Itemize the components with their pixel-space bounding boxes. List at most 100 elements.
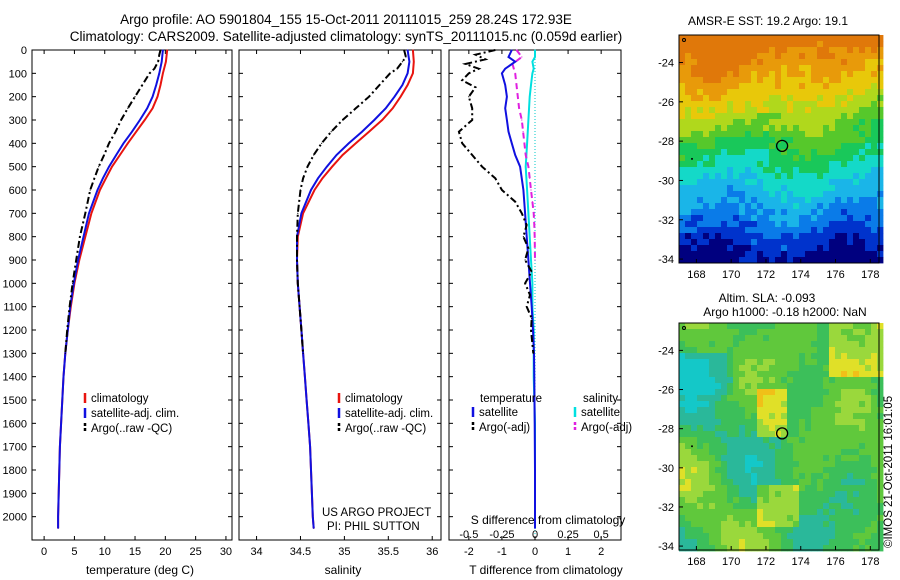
map-cell [787,233,794,240]
map-cell [829,437,836,444]
map-cell [715,545,722,552]
map-cell [877,137,884,144]
map-cell [697,455,704,462]
map-cell [763,77,770,84]
data-point [534,236,536,238]
map-cell [769,203,776,210]
map-cell [697,125,704,132]
map-cell [877,131,884,138]
map-cell [691,539,698,546]
map-cell [859,59,866,66]
map-cell [691,365,698,372]
argo-float-marker [775,139,789,153]
data-point [313,189,316,191]
map-cell [727,197,734,204]
map-cell [751,65,758,72]
salinity-panel: 34 34.5 35 35.5 36salinityclimatologysatelli… [238,49,442,577]
y-tick-label: -26 [658,385,674,397]
data-point [60,422,62,424]
map-cell [715,341,722,348]
map-cell [715,137,722,144]
map-cell [703,323,710,330]
map-cell [745,341,752,348]
map-cell [697,143,704,150]
map-cell [751,437,758,444]
map-cell [697,257,704,264]
map-cell [721,113,728,120]
map-cell [703,125,710,132]
map-cell [793,83,800,90]
map-cell [685,521,692,528]
data-point [72,282,74,284]
map-cell [697,527,704,534]
sst-map-panel: 168 170 172 174 176 178-24-26-28-30-32-34 [658,34,884,281]
map-cell [805,347,812,354]
map-cell [715,359,722,366]
map-cell [787,89,794,96]
map-cell [775,545,782,552]
map-cell [685,197,692,204]
map-cell [757,53,764,60]
data-point [527,259,530,261]
map-cell [685,335,692,342]
map-cell [787,407,794,414]
map-cell [703,497,710,504]
map-cell [859,329,866,336]
map-cell [703,347,710,354]
map-cell [793,113,800,120]
data-point [152,107,154,109]
map-cell [775,227,782,234]
map-cell [865,101,872,108]
map-cell [685,209,692,216]
map-cell [727,137,734,144]
map-cell [823,215,830,222]
map-cell [835,395,842,402]
map-cell [817,71,824,78]
map-cell [739,365,746,372]
y-tick-label: 800 [9,232,27,244]
map-cell [721,185,728,192]
map-cell [697,221,704,228]
map-cell [781,479,788,486]
map-cell [727,347,734,354]
map-cell [853,431,860,438]
map-cell [877,65,884,72]
data-point [108,142,110,144]
map-cell [739,515,746,522]
map-cell [733,473,740,480]
map-cell [745,155,752,162]
map-cell [697,503,704,510]
map-cell [877,173,884,180]
map-cell [733,521,740,528]
data-point [361,131,363,133]
map-cell [775,239,782,246]
map-cell [841,239,848,246]
data-point [306,399,308,401]
map-cell [721,401,728,408]
map-cell [703,485,710,492]
map-cell [817,527,824,534]
map-cell [775,533,782,540]
map-cell [685,365,692,372]
map-cell [757,479,764,486]
map-cell [697,173,704,180]
map-cell [793,89,800,96]
map-cell [859,251,866,258]
map-cell [685,101,692,108]
map-cell [853,143,860,150]
data-point [159,84,162,86]
map-cell [697,473,704,480]
map-cell [775,371,782,378]
map-cell [871,335,878,342]
map-cell [763,527,770,534]
map-cell [853,191,860,198]
data-point [401,84,403,86]
map-cell [769,347,776,354]
data-point [321,142,323,144]
map-cell [727,335,734,342]
map-cell [727,257,734,264]
map-cell [691,125,698,132]
map-cell [697,77,704,84]
map-cell [859,83,866,90]
map-cell [775,65,782,72]
